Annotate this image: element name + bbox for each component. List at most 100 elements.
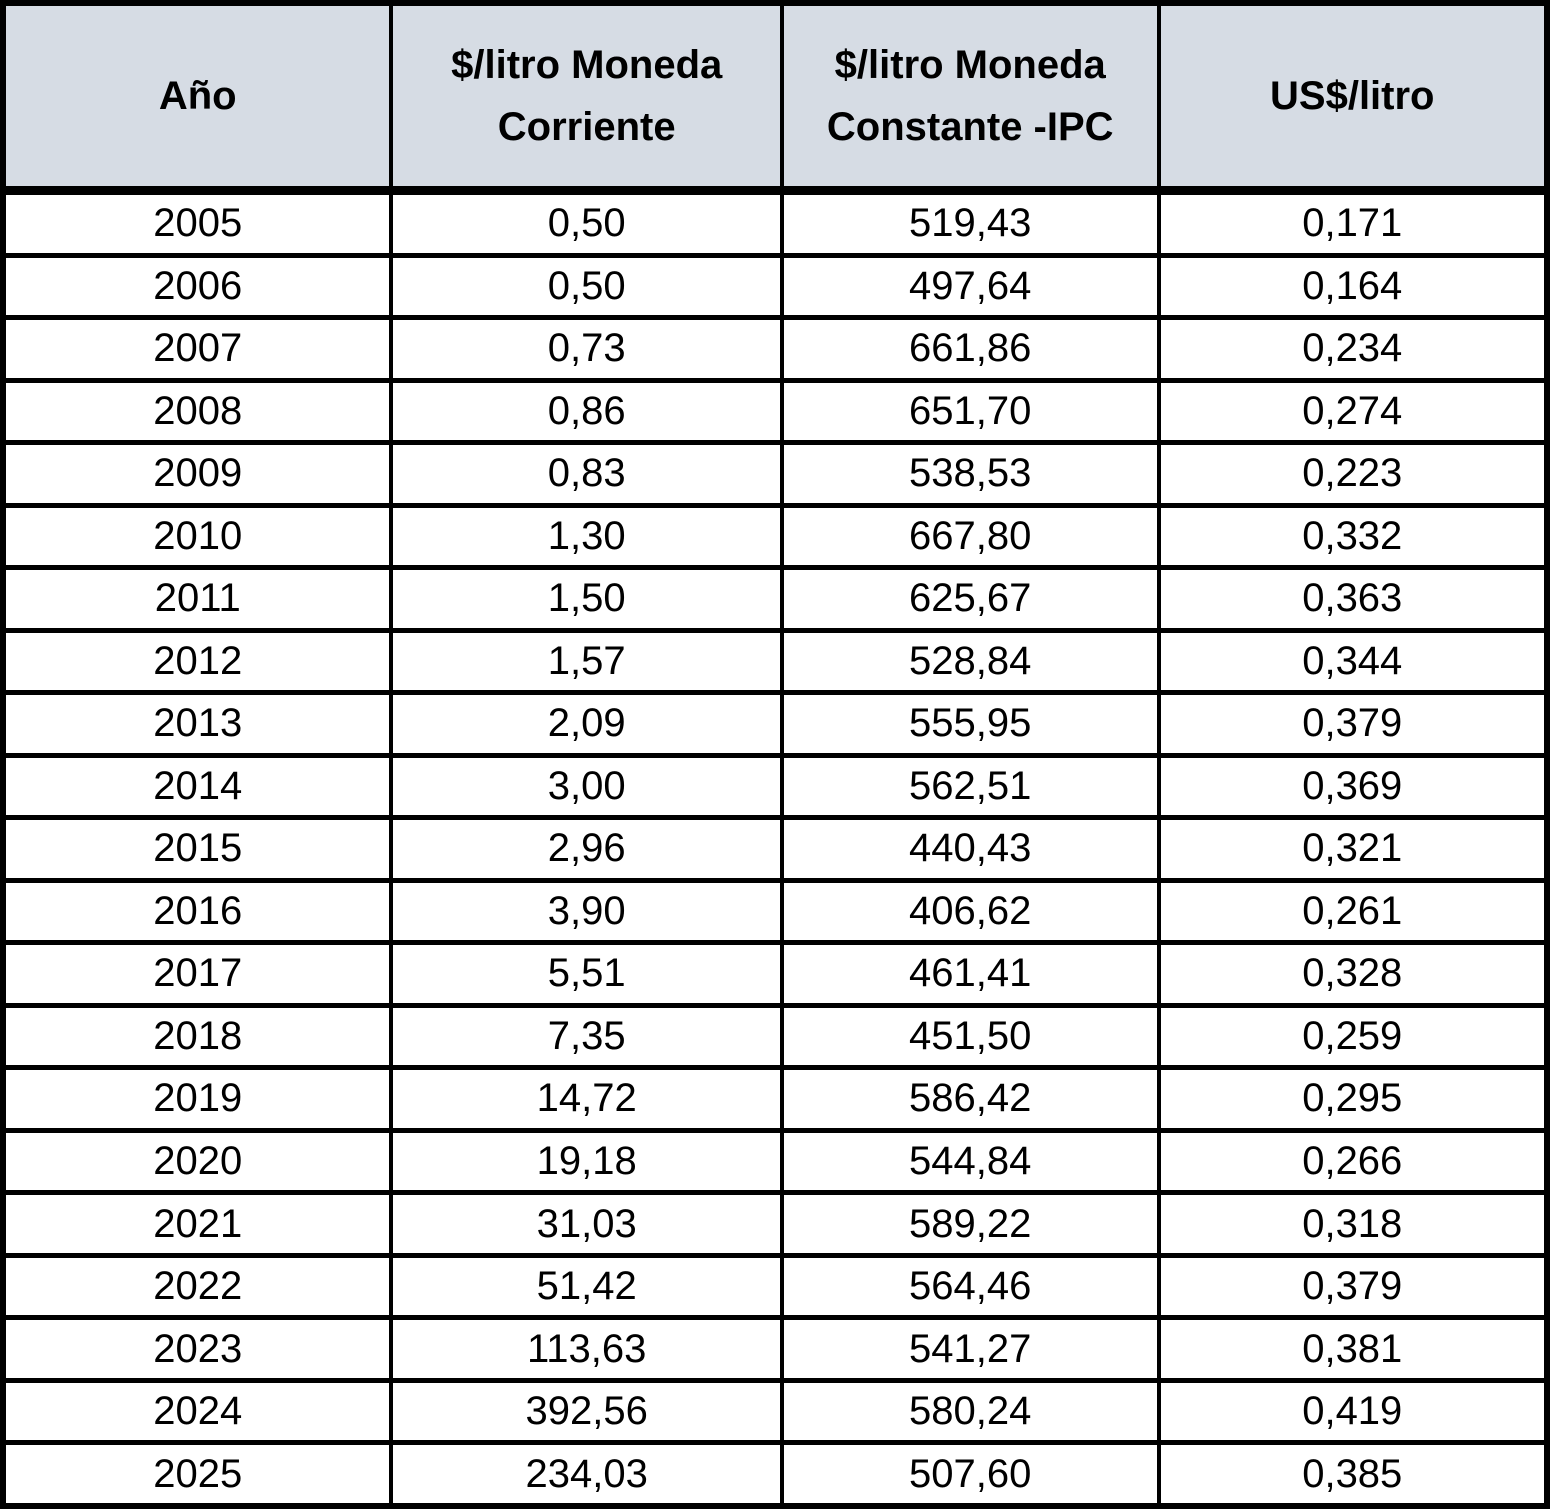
cell-year: 2013 bbox=[0, 690, 394, 758]
cell-usd-litro: 0,381 bbox=[1156, 1315, 1550, 1383]
cell-usd-litro: 0,318 bbox=[1156, 1190, 1550, 1258]
table-row: 2018 7,35 451,50 0,259 bbox=[0, 1002, 1550, 1071]
cell-moneda-corriente: 0,50 bbox=[389, 252, 784, 321]
cell-moneda-corriente: 113,63 bbox=[389, 1315, 784, 1383]
cell-usd-litro: 0,363 bbox=[1156, 565, 1550, 633]
cell-year: 2016 bbox=[0, 877, 394, 946]
cell-usd-litro: 0,259 bbox=[1156, 1002, 1550, 1071]
cell-year: 2018 bbox=[0, 1002, 394, 1071]
table-body: 2005 0,50 519,43 0,171 2006 0,50 497,64 … bbox=[0, 188, 1550, 1509]
cell-year: 2008 bbox=[0, 377, 394, 446]
cell-year: 2023 bbox=[0, 1315, 394, 1383]
cell-usd-litro: 0,321 bbox=[1156, 815, 1550, 883]
cell-year: 2020 bbox=[0, 1127, 394, 1196]
cell-moneda-constante-ipc: 586,42 bbox=[779, 1065, 1161, 1133]
cell-moneda-constante-ipc: 661,86 bbox=[779, 315, 1161, 383]
cell-moneda-constante-ipc: 440,43 bbox=[779, 815, 1161, 883]
cell-year: 2019 bbox=[0, 1065, 394, 1133]
cell-usd-litro: 0,419 bbox=[1156, 1377, 1550, 1446]
cell-usd-litro: 0,234 bbox=[1156, 315, 1550, 383]
cell-moneda-constante-ipc: 562,51 bbox=[779, 752, 1161, 821]
cell-usd-litro: 0,344 bbox=[1156, 627, 1550, 696]
cell-moneda-constante-ipc: 451,50 bbox=[779, 1002, 1161, 1071]
cell-usd-litro: 0,385 bbox=[1156, 1440, 1550, 1509]
cell-usd-litro: 0,379 bbox=[1156, 1252, 1550, 1321]
table-row: 2011 1,50 625,67 0,363 bbox=[0, 565, 1550, 633]
cell-year: 2006 bbox=[0, 252, 394, 321]
cell-moneda-corriente: 3,90 bbox=[389, 877, 784, 946]
cell-moneda-corriente: 0,50 bbox=[389, 188, 784, 258]
cell-year: 2010 bbox=[0, 502, 394, 571]
cell-moneda-corriente: 51,42 bbox=[389, 1252, 784, 1321]
cell-moneda-constante-ipc: 564,46 bbox=[779, 1252, 1161, 1321]
header-cell-usd-litro: US$/litro bbox=[1156, 0, 1550, 195]
cell-usd-litro: 0,328 bbox=[1156, 940, 1550, 1008]
cell-usd-litro: 0,332 bbox=[1156, 502, 1550, 571]
cell-moneda-corriente: 234,03 bbox=[389, 1440, 784, 1509]
header-cell-moneda-constante-ipc: $/litro Moneda Constante -IPC bbox=[779, 0, 1161, 195]
cell-moneda-constante-ipc: 541,27 bbox=[779, 1315, 1161, 1383]
cell-moneda-constante-ipc: 519,43 bbox=[779, 188, 1161, 258]
cell-usd-litro: 0,379 bbox=[1156, 690, 1550, 758]
table-row: 2020 19,18 544,84 0,266 bbox=[0, 1127, 1550, 1196]
cell-moneda-constante-ipc: 461,41 bbox=[779, 940, 1161, 1008]
cell-moneda-corriente: 2,09 bbox=[389, 690, 784, 758]
cell-year: 2024 bbox=[0, 1377, 394, 1446]
cell-moneda-constante-ipc: 507,60 bbox=[779, 1440, 1161, 1509]
cell-year: 2005 bbox=[0, 188, 394, 258]
cell-usd-litro: 0,266 bbox=[1156, 1127, 1550, 1196]
cell-moneda-constante-ipc: 406,62 bbox=[779, 877, 1161, 946]
cell-moneda-corriente: 14,72 bbox=[389, 1065, 784, 1133]
cell-moneda-constante-ipc: 667,80 bbox=[779, 502, 1161, 571]
cell-moneda-constante-ipc: 555,95 bbox=[779, 690, 1161, 758]
cell-moneda-corriente: 0,86 bbox=[389, 377, 784, 446]
cell-year: 2012 bbox=[0, 627, 394, 696]
cell-moneda-corriente: 392,56 bbox=[389, 1377, 784, 1446]
cell-moneda-constante-ipc: 625,67 bbox=[779, 565, 1161, 633]
cell-year: 2007 bbox=[0, 315, 394, 383]
cell-year: 2022 bbox=[0, 1252, 394, 1321]
cell-year: 2011 bbox=[0, 565, 394, 633]
table-row: 2008 0,86 651,70 0,274 bbox=[0, 377, 1550, 446]
cell-moneda-corriente: 2,96 bbox=[389, 815, 784, 883]
table-row: 2016 3,90 406,62 0,261 bbox=[0, 877, 1550, 946]
table-row: 2009 0,83 538,53 0,223 bbox=[0, 440, 1550, 508]
cell-moneda-constante-ipc: 528,84 bbox=[779, 627, 1161, 696]
cell-year: 2014 bbox=[0, 752, 394, 821]
cell-moneda-corriente: 5,51 bbox=[389, 940, 784, 1008]
table-row: 2012 1,57 528,84 0,344 bbox=[0, 627, 1550, 696]
table-row: 2025 234,03 507,60 0,385 bbox=[0, 1440, 1550, 1509]
table-row: 2017 5,51 461,41 0,328 bbox=[0, 940, 1550, 1008]
cell-year: 2015 bbox=[0, 815, 394, 883]
header-row: Año $/litro Moneda Corriente $/litro Mon… bbox=[0, 0, 1550, 195]
cell-moneda-corriente: 1,57 bbox=[389, 627, 784, 696]
cell-moneda-corriente: 31,03 bbox=[389, 1190, 784, 1258]
table-row: 2015 2,96 440,43 0,321 bbox=[0, 815, 1550, 883]
cell-moneda-corriente: 1,30 bbox=[389, 502, 784, 571]
table-row: 2006 0,50 497,64 0,164 bbox=[0, 252, 1550, 321]
table-row: 2014 3,00 562,51 0,369 bbox=[0, 752, 1550, 821]
cell-usd-litro: 0,261 bbox=[1156, 877, 1550, 946]
cell-moneda-constante-ipc: 589,22 bbox=[779, 1190, 1161, 1258]
cell-moneda-constante-ipc: 544,84 bbox=[779, 1127, 1161, 1196]
cell-moneda-corriente: 0,83 bbox=[389, 440, 784, 508]
cell-year: 2009 bbox=[0, 440, 394, 508]
table-row: 2024 392,56 580,24 0,419 bbox=[0, 1377, 1550, 1446]
cell-moneda-corriente: 0,73 bbox=[389, 315, 784, 383]
cell-year: 2021 bbox=[0, 1190, 394, 1258]
cell-moneda-constante-ipc: 580,24 bbox=[779, 1377, 1161, 1446]
cell-moneda-corriente: 19,18 bbox=[389, 1127, 784, 1196]
cell-moneda-constante-ipc: 497,64 bbox=[779, 252, 1161, 321]
table-row: 2022 51,42 564,46 0,379 bbox=[0, 1252, 1550, 1321]
cell-year: 2017 bbox=[0, 940, 394, 1008]
cell-usd-litro: 0,171 bbox=[1156, 188, 1550, 258]
table-row: 2023 113,63 541,27 0,381 bbox=[0, 1315, 1550, 1383]
cell-moneda-constante-ipc: 538,53 bbox=[779, 440, 1161, 508]
cell-usd-litro: 0,223 bbox=[1156, 440, 1550, 508]
cell-moneda-constante-ipc: 651,70 bbox=[779, 377, 1161, 446]
cell-moneda-corriente: 1,50 bbox=[389, 565, 784, 633]
table-row: 2021 31,03 589,22 0,318 bbox=[0, 1190, 1550, 1258]
table-row: 2013 2,09 555,95 0,379 bbox=[0, 690, 1550, 758]
cell-usd-litro: 0,164 bbox=[1156, 252, 1550, 321]
